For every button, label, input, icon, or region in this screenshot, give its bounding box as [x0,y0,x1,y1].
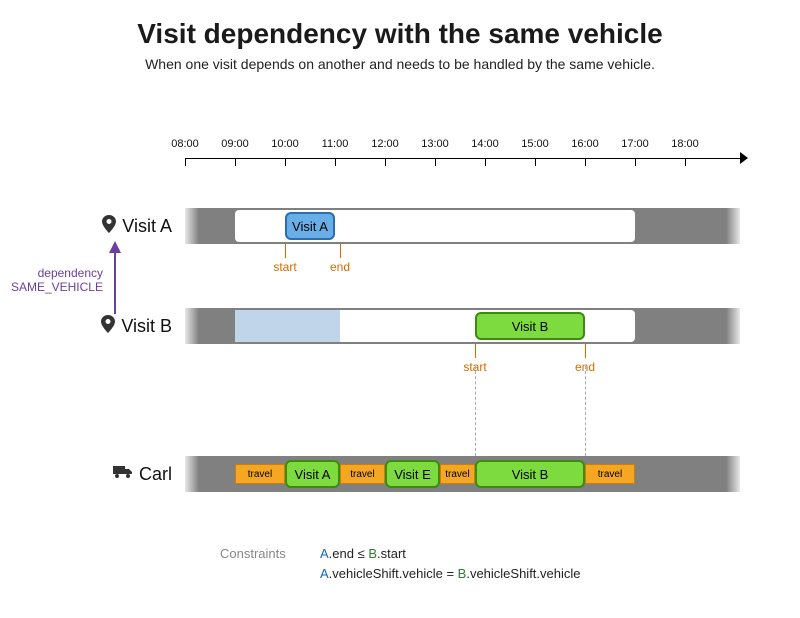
constraints-label: Constraints [220,546,286,561]
row-visit-a: Visit A Visit A [0,208,800,244]
travel-segment: travel [440,464,475,484]
shade-b [235,310,340,342]
visit-segment: Visit E [385,460,440,488]
dependency-label: dependency SAME_VEHICLE [0,266,103,295]
row-label-visit-b: Visit B [0,308,180,344]
visit-a-label: Visit A [292,219,328,234]
axis-tick-label: 18:00 [671,138,699,150]
row-label-text: Visit B [121,316,172,337]
map-pin-icon [101,315,115,338]
chart-area: 08:00 09:00 10:00 11:00 12:00 13:00 14:00 15:00… [0,138,800,598]
row-carl: Carl travelVisit AtravelVisit EtravelVis… [0,456,800,492]
visit-b-box: Visit B [475,312,585,340]
lane-visit-a: Visit A [185,208,740,244]
axis-tick-label: 13:00 [421,138,449,150]
constraint-line: A.vehicleShift.vehicle = B.vehicleShift.… [320,566,581,581]
row-label-visit-a: Visit A [0,208,180,244]
axis-tick-label: 10:00 [271,138,299,150]
tick-label: start [273,260,296,274]
page-title: Visit dependency with the same vehicle [0,18,800,50]
lane-carl: travelVisit AtravelVisit EtravelVisit Bt… [185,456,740,492]
axis-tick-label: 08:00 [171,138,199,150]
row-label-carl: Carl [0,456,180,492]
truck-icon [113,464,133,485]
visit-b-label: Visit B [512,319,549,334]
dependency-line2: SAME_VEHICLE [11,280,103,294]
constraint-line: A.end ≤ B.start [320,546,406,561]
axis-tick-label: 11:00 [322,138,349,150]
axis-tick-label: 16:00 [571,138,599,150]
travel-segment: travel [585,464,635,484]
travel-segment: travel [235,464,285,484]
axis-tick-label: 17:00 [621,138,649,150]
dependency-line1: dependency [38,266,103,280]
visit-segment: Visit A [285,460,340,488]
visit-a-box: Visit A [285,212,335,240]
row-label-text: Visit A [122,216,172,237]
map-pin-icon [102,215,116,238]
lane-visit-b: Visit B [185,308,740,344]
tick-label: end [330,260,350,274]
row-visit-b: Visit B Visit B [0,308,800,344]
time-axis: 08:0009:0010:0011:0012:0013:0014:0015:00… [185,138,740,178]
travel-segment: travel [340,464,385,484]
row-label-text: Carl [139,464,172,485]
axis-tick-label: 09:00 [221,138,249,150]
visit-segment: Visit B [475,460,585,488]
page-subtitle: When one visit depends on another and ne… [0,56,800,72]
axis-tick-label: 12:00 [371,138,399,150]
axis-tick-label: 15:00 [521,138,549,150]
axis-tick-label: 14:00 [471,138,499,150]
